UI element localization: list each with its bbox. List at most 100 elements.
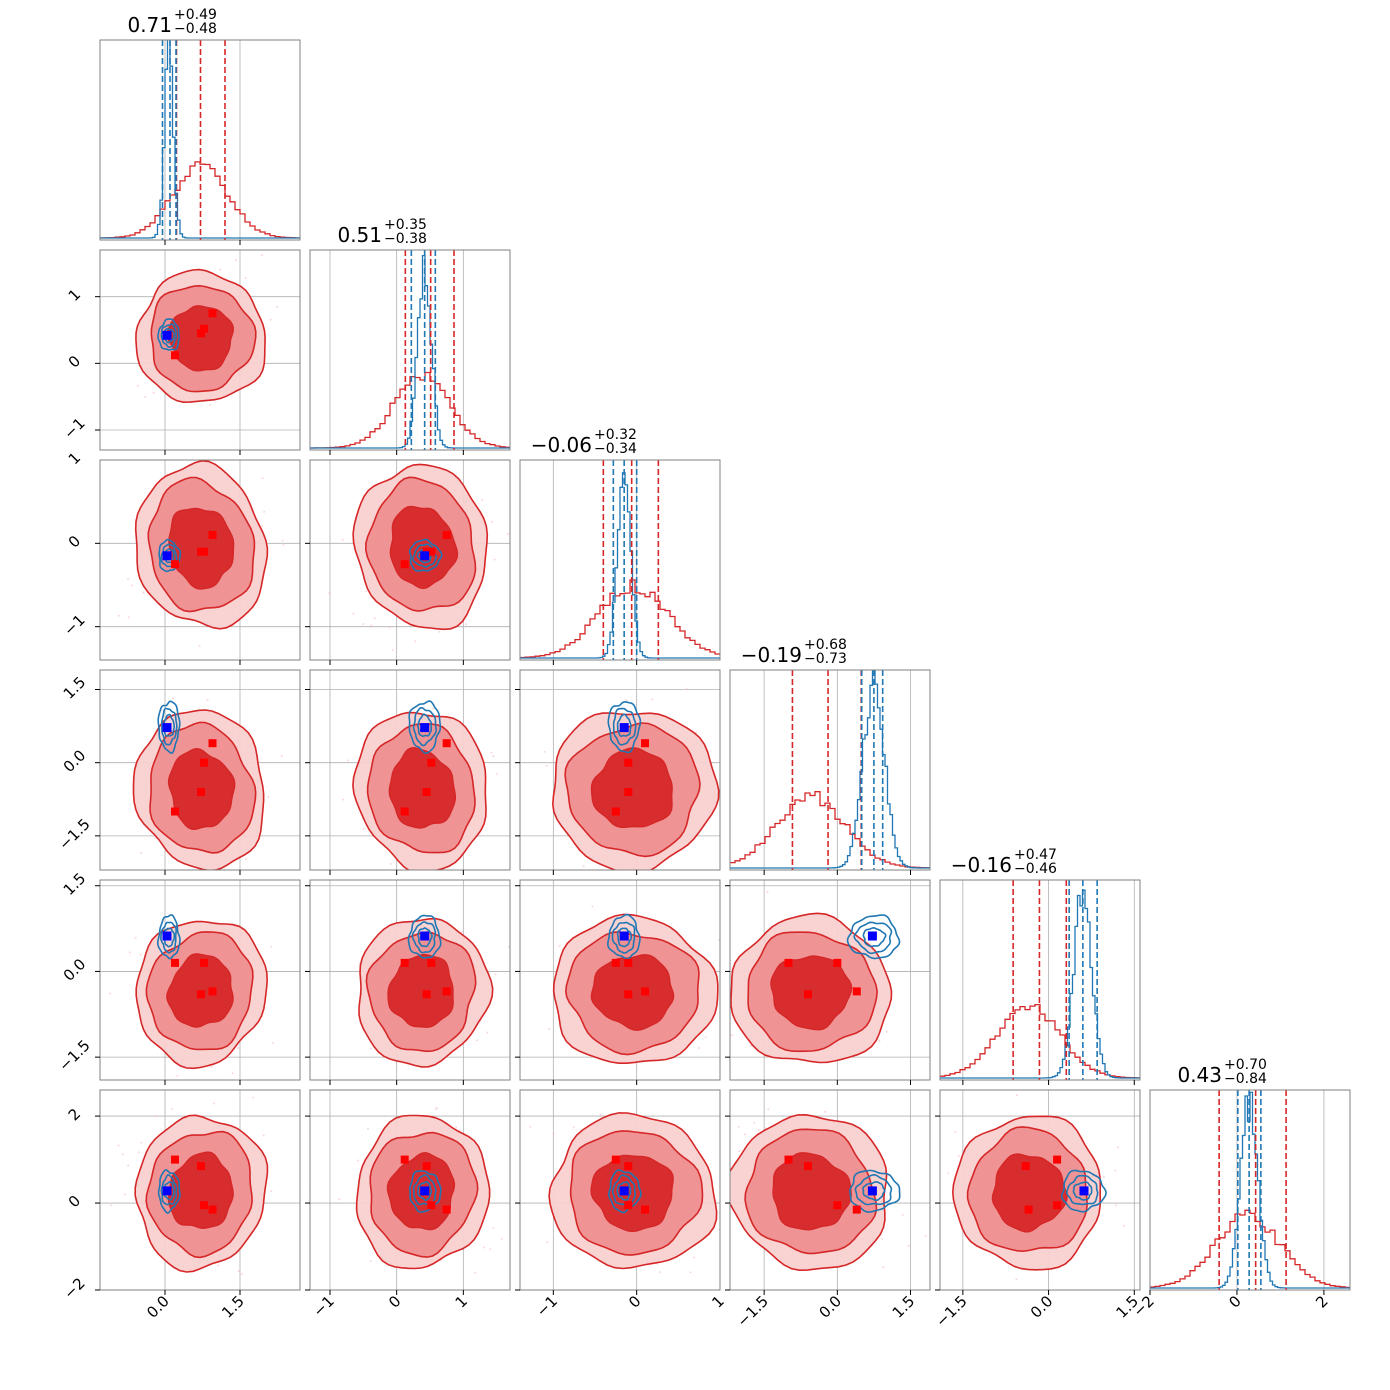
truth-marker-b	[619, 723, 629, 733]
sample-point	[217, 1264, 220, 1267]
panel-title-3: −0.19 +0.68−0.73	[741, 637, 847, 667]
truth-marker-a	[1021, 1162, 1030, 1171]
contour-b-level-2	[612, 707, 637, 746]
x-tick-label: −1.5	[733, 1292, 771, 1330]
contour-b-level-2	[853, 921, 893, 955]
sample-point	[110, 1204, 113, 1207]
panel-4-0: −1.5 0.0 1.5	[55, 869, 301, 1085]
panel-title-0: 0.71 +0.49−0.48	[127, 7, 216, 37]
sample-point	[198, 908, 200, 910]
truth-marker-a	[197, 990, 205, 999]
panel-content	[100, 250, 300, 450]
truth-marker-a	[171, 560, 179, 569]
contour-b-level-1	[616, 1181, 632, 1201]
sample-point	[269, 318, 272, 321]
sample-point	[328, 592, 331, 595]
sample-point	[725, 952, 727, 954]
truth-marker-a	[804, 990, 812, 999]
x-tick-label: −1	[309, 1292, 337, 1320]
x-tick-label: 0.0	[1027, 1292, 1057, 1322]
title-minus: −0.84	[1224, 1071, 1267, 1087]
contour-b-level-1	[616, 713, 632, 738]
panels-layer: −101−101−1.50.01.5−1.50.01.50.0 1.5−202−1…	[55, 39, 1351, 1331]
sample-point	[461, 931, 463, 933]
y-tick-label: −1	[60, 611, 88, 639]
sample-point	[491, 520, 494, 523]
contour-b-level-2	[411, 543, 438, 568]
y-tick-label: −2	[60, 1274, 88, 1302]
y-tick-label: 0	[65, 1192, 84, 1211]
panel-3-2	[515, 669, 721, 875]
sample-point	[213, 1102, 216, 1105]
sample-point	[117, 1144, 120, 1147]
sample-point	[369, 1260, 372, 1262]
sample-point	[280, 755, 283, 758]
panel-content	[100, 1090, 300, 1290]
panel-1-0: −1 0 1	[60, 249, 301, 455]
sample-point	[170, 1108, 173, 1110]
sample-point	[341, 538, 344, 541]
contour-a-level-3	[590, 953, 675, 1031]
sample-point	[500, 1238, 503, 1240]
truth-marker-a	[804, 1162, 812, 1171]
sample-point	[695, 731, 698, 734]
truth-marker-a	[422, 990, 431, 999]
sample-point	[625, 699, 628, 702]
sample-point	[131, 584, 133, 587]
y-tick-label: 1	[65, 449, 84, 468]
truth-marker-a	[442, 987, 451, 996]
sample-point	[486, 1031, 489, 1034]
contour-b-level-2	[412, 706, 438, 747]
sample-point	[139, 953, 142, 956]
sample-point	[140, 1141, 143, 1144]
sample-point	[176, 1074, 179, 1077]
truth-marker-b	[162, 723, 172, 733]
sample-point	[358, 962, 361, 965]
sample-point	[599, 1113, 602, 1116]
truth-marker-a	[784, 1155, 793, 1164]
panel-5-3: −1.5 0.0 1.5	[725, 1089, 931, 1331]
x-tick-label: −1.5	[932, 1292, 970, 1330]
sample-point	[548, 1027, 551, 1030]
panel-frame	[729, 669, 931, 871]
truth-marker-a	[208, 309, 217, 318]
sample-point	[1103, 1176, 1105, 1179]
sample-point	[270, 1190, 273, 1193]
truth-marker-a	[208, 531, 217, 539]
sample-point	[885, 1030, 888, 1033]
panel-3-0: −1.5 0.0 1.5	[55, 669, 301, 910]
contour-b-level-3	[157, 1169, 181, 1214]
panel-content	[730, 670, 930, 870]
panel-frame	[99, 459, 301, 661]
contour-b-level-2	[411, 921, 437, 954]
histogram-posterior-b	[730, 670, 930, 869]
sample-point	[490, 751, 493, 754]
panel-frame	[309, 249, 511, 451]
histogram-posterior-b	[310, 254, 510, 449]
sample-point	[352, 612, 355, 615]
panel-frame	[519, 459, 721, 661]
y-tick-label: −1.5	[55, 815, 93, 853]
sample-point	[137, 1151, 140, 1154]
sample-point	[704, 1036, 707, 1039]
truth-marker-b	[162, 1186, 172, 1196]
sample-point	[261, 477, 264, 480]
sample-point	[529, 1125, 532, 1128]
truth-marker-a	[442, 531, 451, 539]
sample-point	[417, 431, 419, 433]
panel-frame	[309, 459, 511, 661]
panel-0-0	[99, 39, 301, 245]
contour-b-level-1	[417, 1181, 433, 1201]
truth-marker-a	[833, 958, 842, 967]
panel-content	[940, 880, 1140, 1080]
contour-b-level-1	[616, 927, 633, 948]
panel-5-4: −1.5 0.0 1.5	[932, 1089, 1142, 1331]
truth-marker-a	[422, 1162, 431, 1171]
title-median: 0.71	[127, 13, 172, 37]
sample-point	[134, 936, 137, 939]
sample-point	[142, 591, 145, 594]
panel-content	[310, 1090, 510, 1290]
contour-b-level-2	[854, 1173, 893, 1206]
contour-b-level-2	[1065, 1174, 1099, 1206]
